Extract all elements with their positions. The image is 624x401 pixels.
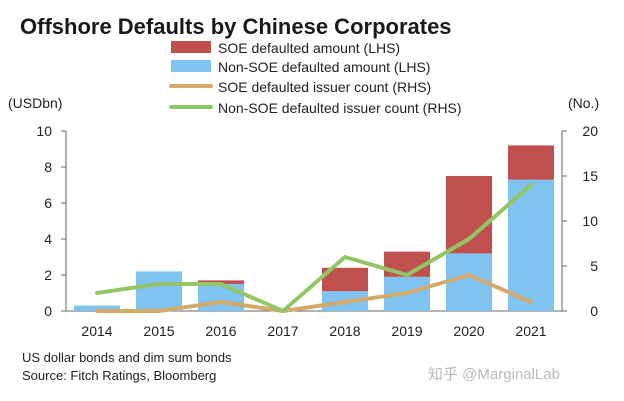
bar-non-soe-amount (136, 271, 182, 311)
x-tick-label: 2015 (143, 323, 174, 339)
x-tick-label: 2016 (205, 323, 236, 339)
left-tick-label: 10 (36, 123, 52, 139)
note-line-1: US dollar bonds and dim sum bonds (22, 350, 232, 365)
note-line-2: Source: Fitch Ratings, Bloomberg (22, 368, 216, 383)
lines (95, 183, 533, 313)
bar-non-soe-amount (74, 305, 120, 311)
x-tick-label: 2019 (391, 323, 422, 339)
bar-non-soe-amount (508, 179, 554, 311)
legend: SOE defaulted amount (LHS) Non-SOE defaul… (169, 40, 462, 116)
right-tick-label: 5 (590, 258, 598, 274)
x-tick-label: 2021 (515, 323, 546, 339)
right-tick-label: 15 (582, 168, 598, 184)
legend-swatch (171, 41, 211, 53)
bar-non-soe-amount (198, 284, 244, 311)
legend-label: Non-SOE defaulted issuer count (RHS) (218, 100, 462, 116)
line-non-soe-issuer-count (95, 183, 533, 313)
right-axis-label: (No.) (568, 95, 599, 111)
x-tick-label: 2018 (329, 323, 360, 339)
legend-swatch (171, 60, 211, 72)
bars (74, 145, 554, 311)
legend-label: SOE defaulted amount (LHS) (218, 40, 400, 56)
x-tick-label: 2020 (453, 323, 484, 339)
left-tick-label: 0 (44, 303, 52, 319)
left-tick-label: 2 (44, 267, 52, 283)
ticks: 0 2 4 6 8 10 0 5 10 15 20 2014 2015 2016 2017 2018 2019 2… (36, 123, 598, 339)
bar-soe-amount (446, 176, 492, 254)
left-tick-label: 6 (44, 195, 52, 211)
legend-label: Non-SOE defaulted amount (LHS) (218, 59, 430, 75)
right-tick-label: 0 (590, 303, 598, 319)
left-tick-label: 8 (44, 159, 52, 175)
left-tick-label: 4 (44, 231, 52, 247)
legend-label: SOE defaulted issuer count (RHS) (218, 79, 431, 95)
line-soe-issuer-count (95, 273, 533, 313)
right-tick-label: 10 (582, 213, 598, 229)
chart-title: Offshore Defaults by Chinese Corporates (20, 14, 452, 39)
bar-soe-amount (322, 267, 368, 292)
x-tick-label: 2014 (81, 323, 112, 339)
watermark: 知乎 @MarginalLab (428, 366, 560, 383)
bar-soe-amount (508, 145, 554, 180)
left-axis-label: (USDbn) (8, 95, 62, 111)
x-tick-label: 2017 (267, 323, 298, 339)
right-tick-label: 20 (582, 123, 598, 139)
